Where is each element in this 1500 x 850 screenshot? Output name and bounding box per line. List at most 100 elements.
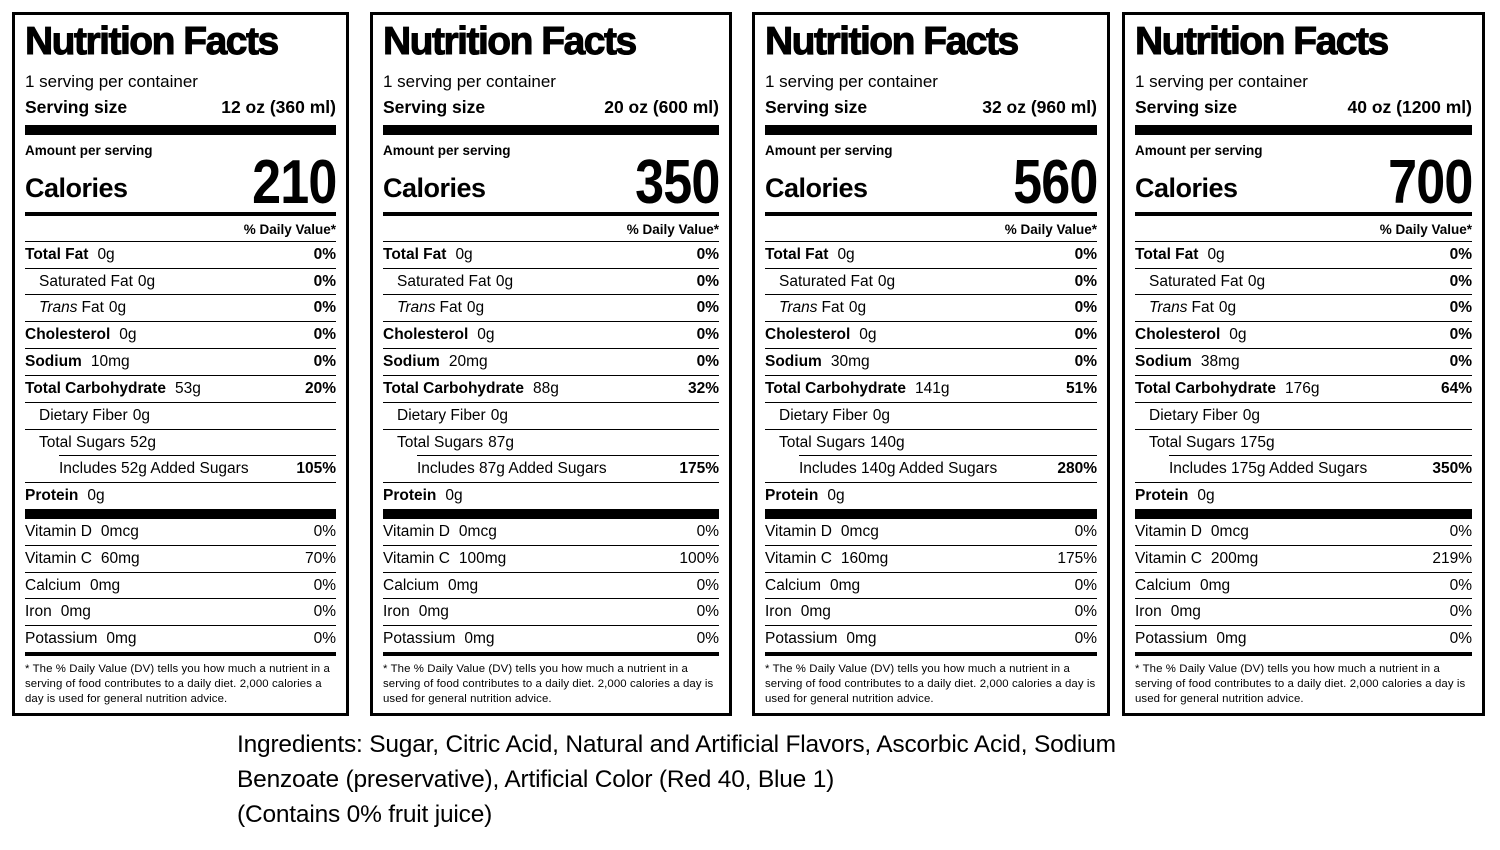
- vitamin-name: Iron: [1135, 603, 1162, 621]
- calories-row: Calories 210: [25, 148, 337, 218]
- nutrient-amount: 53g: [174, 379, 201, 397]
- nutrition-facts-label: Nutrition Facts 1 serving per container …: [1122, 12, 1485, 716]
- vitamin-name: Vitamin C: [1135, 549, 1202, 567]
- nutrient-name: Cholesterol: [383, 326, 469, 344]
- vitamin-name: Iron: [383, 603, 410, 621]
- nutrient-row: Protein 0g: [25, 482, 336, 509]
- nutrient-daily-value: 0%: [696, 299, 719, 317]
- nutrient-amount: 0g: [108, 299, 127, 317]
- nutrient-row: Includes 175g Added Sugars 350%: [1169, 455, 1472, 482]
- nutrient-amount: 0g: [490, 406, 508, 424]
- serving-size-label: Serving size: [25, 97, 128, 118]
- vitamin-row: Iron 0mg 0%: [765, 598, 1097, 625]
- amount-per-serving: Amount per serving: [765, 143, 893, 159]
- nutrient-row: Trans Fat 0g 0%: [383, 294, 719, 321]
- nutrient-name: Sodium: [383, 353, 440, 371]
- nutrient-name: Saturated Fat: [1149, 272, 1243, 290]
- nutrient-row: Includes 52g Added Sugars 105%: [59, 455, 336, 482]
- nutrient-name-suffix: Fat: [1191, 299, 1214, 317]
- servings-per-container: 1 serving per container: [1135, 71, 1308, 91]
- nutrient-name: Total Carbohydrate: [25, 379, 166, 397]
- nutrient-name: Includes 175g Added Sugars: [1169, 460, 1368, 478]
- serving-size-label: Serving size: [1135, 97, 1238, 118]
- vitamin-daily-value: 0%: [313, 630, 336, 648]
- serving-size-row: Serving size 40 oz (1200 ml): [1135, 97, 1472, 118]
- calories-value: 210: [251, 148, 337, 218]
- nutrient-row: Total Fat 0g 0%: [383, 242, 719, 268]
- vitamin-amount: 60mg: [100, 549, 140, 567]
- nutrient-row: Saturated Fat 0g 0%: [765, 267, 1097, 295]
- nutrient-row: Cholesterol 0g 0%: [25, 321, 336, 348]
- nutrient-daily-value: 32%: [687, 379, 719, 397]
- nutrient-name: Sodium: [1135, 353, 1192, 371]
- vitamin-rows: Vitamin D 0mcg 0% Vitamin C 100mg 100% Cal…: [383, 519, 719, 652]
- vitamin-amount: 0mg: [60, 603, 91, 621]
- nutrient-row: Total Fat 0g 0%: [1135, 242, 1472, 268]
- vitamin-daily-value: 0%: [1449, 603, 1472, 621]
- thick-rule: [765, 508, 1097, 519]
- nutrient-rows: Total Fat 0g 0% Saturated Fat 0g 0% Trans F…: [25, 242, 336, 509]
- footnote: * The % Daily Value (DV) tells you how m…: [1135, 663, 1466, 706]
- vitamin-name: Vitamin D: [765, 522, 832, 540]
- nutrient-amount: 176g: [1284, 379, 1320, 397]
- nutrient-daily-value: 0%: [1074, 353, 1097, 371]
- nutrient-name: Total Sugars: [397, 433, 484, 451]
- nutrient-row: Total Sugars 52g: [25, 428, 336, 456]
- vitamin-name: Vitamin C: [25, 549, 92, 567]
- footnote: * The % Daily Value (DV) tells you how m…: [383, 663, 714, 706]
- vitamin-row: Potassium 0mg 0%: [765, 625, 1097, 652]
- vitamin-amount: 0mg: [1216, 630, 1247, 648]
- nutrient-daily-value: 350%: [1432, 460, 1472, 478]
- daily-value-header: % Daily Value*: [765, 216, 1097, 242]
- nutrient-daily-value: 0%: [313, 245, 336, 263]
- vitamin-daily-value: 0%: [1074, 603, 1097, 621]
- nutrient-amount: 0g: [495, 272, 514, 290]
- nutrient-daily-value: 0%: [1449, 245, 1472, 263]
- nutrient-amount: 0g: [132, 406, 150, 424]
- nutrient-name: Trans: [1149, 299, 1188, 317]
- thick-rule: [765, 125, 1097, 136]
- nutrient-name: Includes 52g Added Sugars: [59, 460, 249, 478]
- nutrient-daily-value: 20%: [304, 379, 336, 397]
- vitamin-row: Vitamin C 200mg 219%: [1135, 544, 1472, 572]
- nutrient-daily-value: 0%: [696, 353, 719, 371]
- vitamin-row: Calcium 0mg 0%: [25, 571, 336, 599]
- nutrient-name: Total Sugars: [39, 433, 126, 451]
- nutrient-rows: Total Fat 0g 0% Saturated Fat 0g 0% Trans F…: [1135, 242, 1472, 509]
- vitamin-row: Iron 0mg 0%: [1135, 598, 1472, 625]
- nutrient-row: Includes 140g Added Sugars 280%: [799, 455, 1097, 482]
- nutrient-amount: 0g: [445, 487, 463, 505]
- medium-rule: [25, 211, 336, 216]
- nutrient-name: Cholesterol: [25, 326, 111, 344]
- nutrient-row: Saturated Fat 0g 0%: [383, 267, 719, 295]
- nutrient-amount: 0g: [877, 272, 896, 290]
- vitamin-amount: 0mg: [89, 576, 121, 594]
- nutrient-name: Protein: [383, 487, 437, 505]
- vitamin-daily-value: 0%: [1074, 522, 1097, 540]
- servings-per-container: 1 serving per container: [765, 71, 938, 91]
- nutrient-name: Total Sugars: [779, 433, 866, 451]
- medium-rule: [25, 652, 336, 657]
- vitamin-daily-value: 175%: [1057, 549, 1097, 567]
- vitamin-amount: 0mcg: [840, 522, 879, 540]
- vitamin-name: Calcium: [765, 576, 821, 594]
- vitamin-amount: 0mg: [800, 603, 831, 621]
- medium-rule: [1135, 652, 1472, 657]
- nutrient-amount: 175g: [1240, 433, 1275, 451]
- nutrient-row: Total Fat 0g 0%: [765, 242, 1097, 268]
- calories-row: Calories 350: [383, 152, 720, 214]
- vitamin-row: Potassium 0mg 0%: [1135, 625, 1472, 652]
- vitamin-amount: 0mg: [846, 630, 877, 648]
- nutrient-row: Total Carbohydrate 88g 32%: [383, 374, 719, 402]
- nutrient-rows: Total Fat 0g 0% Saturated Fat 0g 0% Trans F…: [383, 242, 719, 509]
- vitamin-daily-value: 0%: [696, 576, 719, 594]
- vitamin-amount: 160mg: [840, 549, 889, 567]
- vitamin-daily-value: 219%: [1432, 549, 1472, 567]
- nutrient-row: Total Fat 0g 0%: [25, 242, 336, 268]
- serving-size-row: Serving size 32 oz (960 ml): [765, 97, 1097, 118]
- vitamin-name: Vitamin C: [765, 549, 832, 567]
- calories-row: Calories 560: [765, 152, 1098, 214]
- vitamin-amount: 0mcg: [1210, 522, 1249, 540]
- nutrient-amount: 0g: [1207, 245, 1225, 263]
- nutrient-name: Total Fat: [765, 245, 829, 263]
